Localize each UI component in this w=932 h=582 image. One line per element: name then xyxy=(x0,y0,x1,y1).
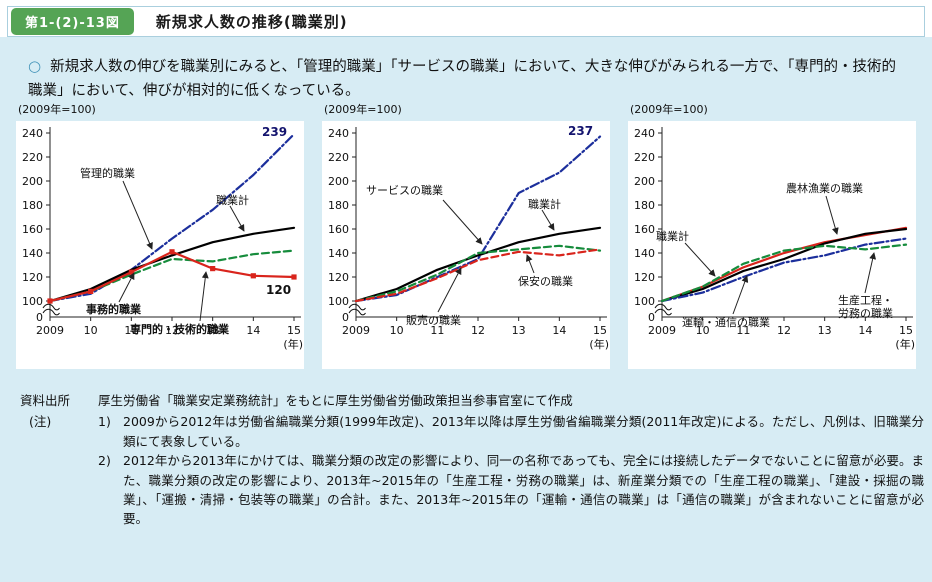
series-label-service: サービスの職業 xyxy=(366,184,443,197)
note-text: 2009から2012年は労働省編職業分類(1999年改定)、2013年以降は厚生… xyxy=(123,414,924,449)
svg-text:10: 10 xyxy=(696,324,710,337)
series-label-norin: 農林漁業の職業 xyxy=(786,182,863,195)
svg-text:120: 120 xyxy=(328,271,349,284)
notes-list: 1) 2009から2012年は労働省編職業分類(1999年改定)、2013年以降… xyxy=(98,412,924,528)
svg-text:10: 10 xyxy=(84,324,98,337)
value-label-120: 120 xyxy=(266,283,292,297)
svg-text:11: 11 xyxy=(430,324,444,337)
svg-text:12: 12 xyxy=(165,324,179,337)
svg-text:200: 200 xyxy=(328,175,349,188)
note-text: 2012年から2013年にかけては、職業分類の改定の影響により、同一の名称であっ… xyxy=(123,453,924,527)
figure-title: 新規求人数の推移(職業別) xyxy=(155,13,348,31)
svg-text:180: 180 xyxy=(328,199,349,212)
svg-text:240: 240 xyxy=(22,127,43,140)
summary-paragraph: ○ 新規求人数の伸びを職業別にみると、「管理的職業」「サービスの職業」において、大… xyxy=(28,54,904,103)
svg-text:140: 140 xyxy=(634,247,655,260)
svg-text:180: 180 xyxy=(22,199,43,212)
index-base-label: (2009年=100) xyxy=(630,103,708,116)
svg-text:10: 10 xyxy=(390,324,404,337)
note-number: 1) xyxy=(98,414,111,430)
note-item-2: 2) 2012年から2013年にかけては、職業分類の改定の影響により、同一の名称… xyxy=(98,451,924,529)
figure-body: ○ 新規求人数の伸びを職業別にみると、「管理的職業」「サービスの職業」において、大… xyxy=(0,37,932,582)
source-text: 厚生労働省「職業安定業務統計」をもとに厚生労働省労働政策担当参事官室にて作成 xyxy=(98,393,573,408)
svg-text:160: 160 xyxy=(22,223,43,236)
svg-text:14: 14 xyxy=(552,324,566,337)
svg-text:14: 14 xyxy=(246,324,260,337)
svg-text:2009: 2009 xyxy=(648,324,676,337)
notes-row: (注) 1) 2009から2012年は労働省編職業分類(1999年改定)、201… xyxy=(20,412,924,528)
svg-text:220: 220 xyxy=(634,151,655,164)
svg-text:14: 14 xyxy=(858,324,872,337)
svg-text:100: 100 xyxy=(328,295,349,308)
index-base-label: (2009年=100) xyxy=(18,103,96,116)
series-label-shokugyokei: 職業計 xyxy=(216,194,249,207)
svg-text:11: 11 xyxy=(124,324,138,337)
series-label-shokugyokei: 職業計 xyxy=(528,198,561,211)
chart-block-primary-industry: (2009年=100) 100 120 140 160 180 200 220 240 0 200… xyxy=(628,101,916,369)
svg-text:15: 15 xyxy=(899,324,913,337)
source-and-notes: 資料出所 厚生労働省「職業安定業務統計」をもとに厚生労働省労働政策担当参事官室に… xyxy=(20,391,924,529)
svg-text:240: 240 xyxy=(634,127,655,140)
svg-text:13: 13 xyxy=(512,324,526,337)
value-label-237: 237 xyxy=(568,124,594,138)
note-item-1: 1) 2009から2012年は労働省編職業分類(1999年改定)、2013年以降… xyxy=(98,412,924,451)
index-base-label: (2009年=100) xyxy=(324,103,402,116)
svg-text:0: 0 xyxy=(342,311,349,324)
svg-text:2009: 2009 xyxy=(342,324,370,337)
chart-block-service: (2009年=100) 100 120 140 160 180 200 220 240 0 200… xyxy=(322,101,610,369)
svg-text:200: 200 xyxy=(22,175,43,188)
svg-text:220: 220 xyxy=(22,151,43,164)
svg-text:160: 160 xyxy=(634,223,655,236)
series-label-unyu: 運輸・通信の職業 xyxy=(682,316,770,329)
svg-text:15: 15 xyxy=(593,324,607,337)
svg-text:180: 180 xyxy=(634,199,655,212)
value-label-239: 239 xyxy=(262,125,288,139)
svg-text:240: 240 xyxy=(328,127,349,140)
figure-header: 第1-(2)-13図 新規求人数の推移(職業別) xyxy=(7,6,925,37)
svg-text:12: 12 xyxy=(777,324,791,337)
svg-text:13: 13 xyxy=(206,324,220,337)
svg-text:120: 120 xyxy=(634,271,655,284)
svg-text:2009: 2009 xyxy=(36,324,64,337)
series-label-hoan: 保安の職業 xyxy=(518,275,573,288)
chart-panel: 100 120 140 160 180 200 220 240 0 2009 10 11 12 13 14 1… xyxy=(628,121,916,369)
svg-text:120: 120 xyxy=(22,271,43,284)
source-row: 資料出所 厚生労働省「職業安定業務統計」をもとに厚生労働省労働政策担当参事官室に… xyxy=(20,391,924,410)
svg-text:200: 200 xyxy=(634,175,655,188)
svg-text:100: 100 xyxy=(634,295,655,308)
series-label-kanri: 管理的職業 xyxy=(80,167,135,180)
series-label-jimu: 事務的職業 xyxy=(86,303,141,316)
series-label-seisan: 生産工程・労務の職業 xyxy=(838,294,893,321)
svg-text:(年): (年) xyxy=(895,337,915,351)
summary-text: 新規求人数の伸びを職業別にみると、「管理的職業」「サービスの職業」において、大き… xyxy=(28,59,897,100)
note-number: 2) xyxy=(98,453,111,469)
series-label-senmon: 専門的・技術的職業 xyxy=(130,323,229,336)
svg-text:140: 140 xyxy=(22,247,43,260)
series-label-hanbai: 販売の職業 xyxy=(406,314,461,327)
svg-text:(年): (年) xyxy=(283,337,303,351)
series-label-shokugyokei: 職業計 xyxy=(656,230,689,243)
svg-text:100: 100 xyxy=(22,295,43,308)
svg-text:11: 11 xyxy=(736,324,750,337)
svg-text:0: 0 xyxy=(36,311,43,324)
notes-label: (注) xyxy=(29,414,52,430)
svg-text:(年): (年) xyxy=(589,337,609,351)
svg-text:12: 12 xyxy=(471,324,485,337)
source-label: 資料出所 xyxy=(20,393,71,408)
svg-text:220: 220 xyxy=(328,151,349,164)
chart-panel: 100 120 140 160 180 200 220 240 0 2009 10 11 12 13 14 1… xyxy=(16,121,304,369)
figure-number-badge: 第1-(2)-13図 xyxy=(11,8,134,35)
bullet-circle-icon: ○ xyxy=(28,57,42,75)
chart-block-management: (2009年=100) 100 120 140 160 180 200 220 240 0 200… xyxy=(16,101,304,369)
chart-panel: 100 120 140 160 180 200 220 240 0 2009 10 11 12 13 14 1… xyxy=(322,121,610,369)
svg-text:13: 13 xyxy=(818,324,832,337)
svg-text:0: 0 xyxy=(648,311,655,324)
svg-text:15: 15 xyxy=(287,324,301,337)
svg-text:160: 160 xyxy=(328,223,349,236)
svg-text:140: 140 xyxy=(328,247,349,260)
